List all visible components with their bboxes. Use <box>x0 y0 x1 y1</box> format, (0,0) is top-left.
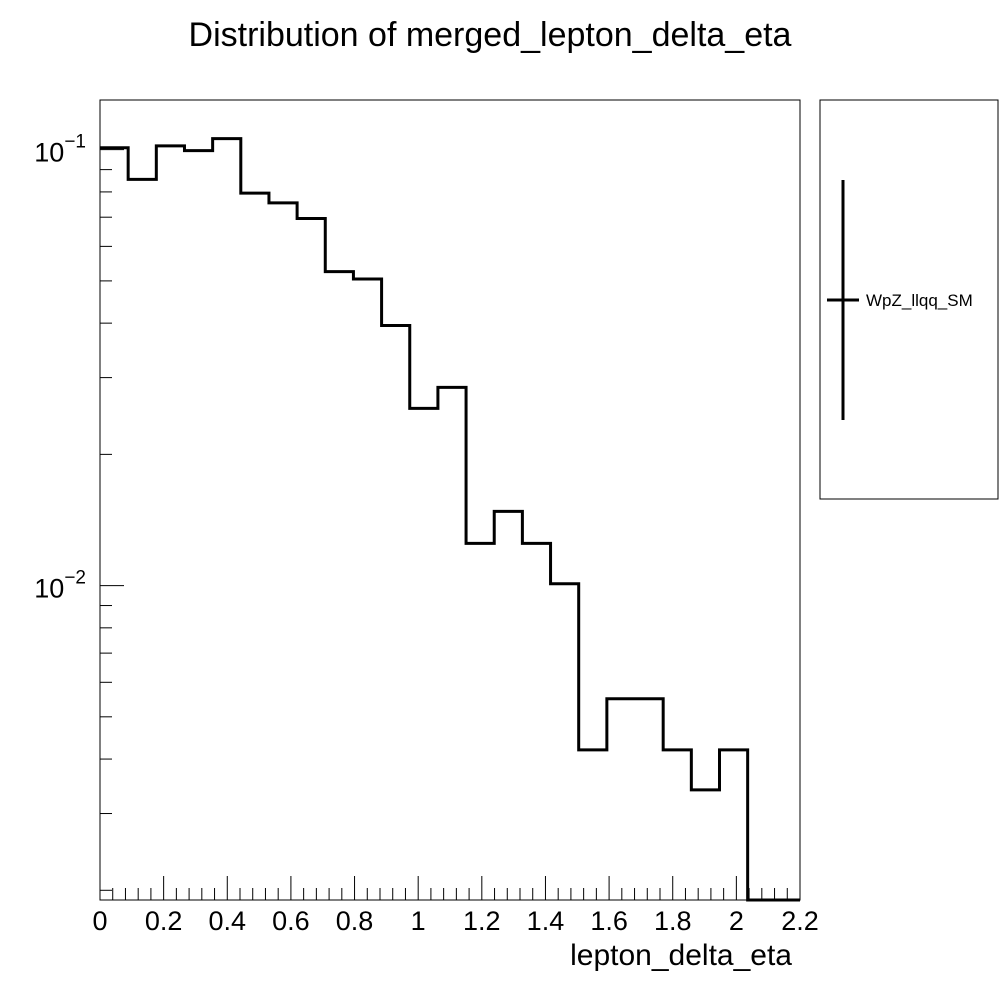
histogram-bin <box>579 750 607 900</box>
histogram-bin <box>635 699 663 900</box>
histogram-bin <box>128 179 156 900</box>
x-tick-label: 2 <box>729 906 744 936</box>
x-tick-label: 2.2 <box>781 906 819 936</box>
histogram-bin <box>297 219 325 900</box>
histogram-outline <box>100 137 800 902</box>
legend: WpZ_llqq_SM <box>819 99 999 500</box>
histogram-bin <box>156 146 184 900</box>
legend-entry-label: WpZ_llqq_SM <box>866 291 973 310</box>
y-axis-tick-labels: 10−1 10−2 <box>34 132 86 604</box>
histogram-bin <box>551 584 579 900</box>
y-axis-ticks <box>100 149 124 891</box>
x-axis-tick-labels: 0 0.2 0.4 0.6 0.8 1 1.2 1.4 1.6 1.8 2 2.2 <box>92 906 818 936</box>
x-tick-label: 0.4 <box>208 906 246 936</box>
x-tick-label: 0.2 <box>145 906 183 936</box>
histogram-bin <box>241 193 269 900</box>
x-tick-label: 1 <box>411 906 426 936</box>
histogram-bin <box>410 408 438 900</box>
x-tick-label: 1.6 <box>590 906 628 936</box>
histogram-bin <box>184 151 212 900</box>
histogram-bin <box>100 148 128 900</box>
histogram-bin <box>720 750 748 900</box>
x-tick-label: 1.4 <box>527 906 565 936</box>
y-tick-label: 10−1 <box>34 132 86 168</box>
histogram-bin <box>213 139 241 900</box>
x-tick-label: 0.8 <box>336 906 374 936</box>
histogram-bin <box>466 543 494 900</box>
histogram-bin <box>607 699 635 900</box>
chart-title: Distribution of merged_lepton_delta_eta <box>189 16 792 54</box>
x-tick-label: 0.6 <box>272 906 310 936</box>
histogram-bin <box>325 272 353 900</box>
x-tick-label: 1.2 <box>463 906 501 936</box>
histogram-bin <box>269 203 297 900</box>
histogram-bin <box>522 543 550 900</box>
histogram-bin <box>663 750 691 900</box>
histogram-bin <box>494 511 522 900</box>
histogram-bin <box>438 387 466 900</box>
x-tick-label: 0 <box>92 906 107 936</box>
histogram-bin <box>353 279 381 900</box>
plot-frame <box>99 99 801 901</box>
histogram-bin <box>382 326 410 900</box>
x-axis-title: lepton_delta_eta <box>570 939 792 972</box>
histogram-bin <box>691 790 719 900</box>
x-tick-label: 1.8 <box>654 906 692 936</box>
histogram-series <box>100 137 800 902</box>
y-tick-label: 10−2 <box>34 568 86 604</box>
x-axis-ticks <box>99 876 801 900</box>
